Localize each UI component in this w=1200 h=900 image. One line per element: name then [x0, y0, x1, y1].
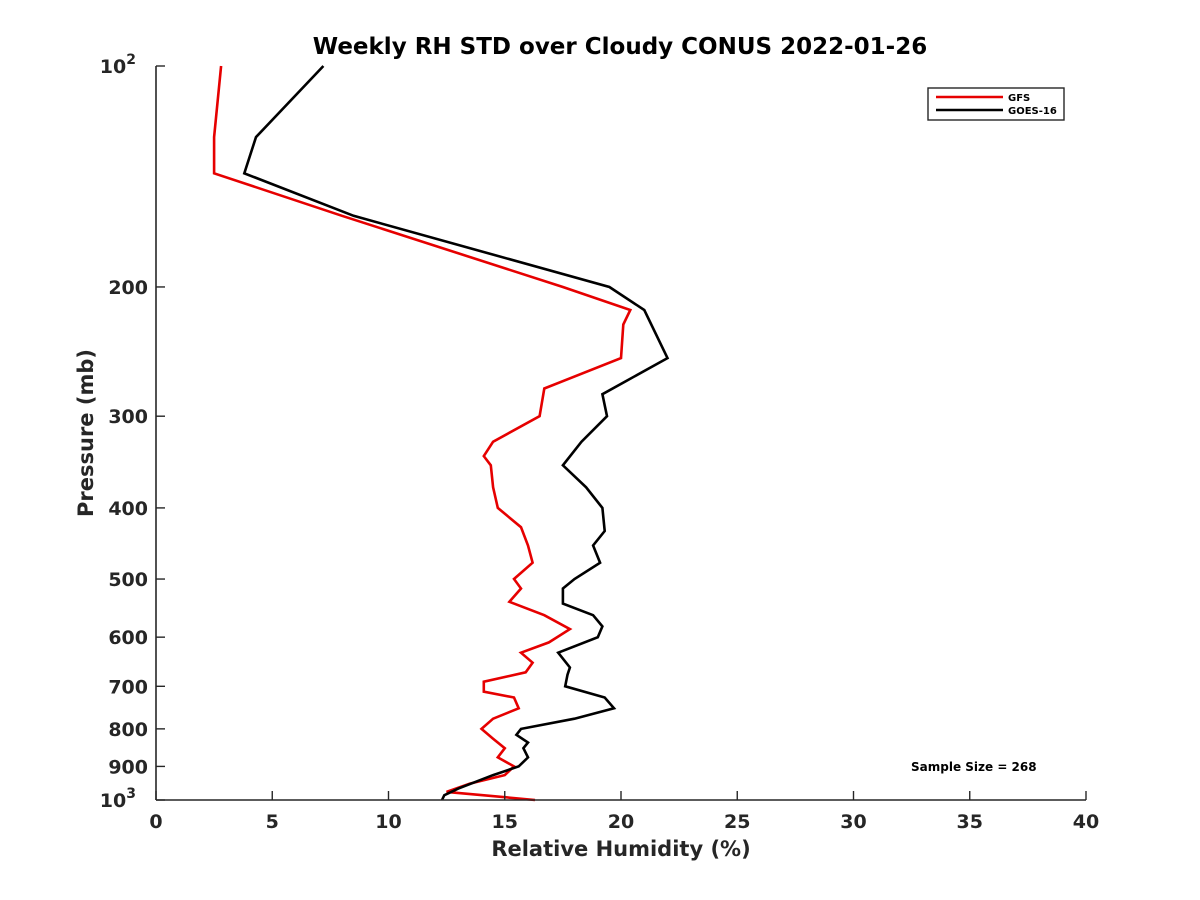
x-tick-label: 25 [724, 811, 750, 833]
chart-title: Weekly RH STD over Cloudy CONUS 2022-01-… [313, 34, 927, 60]
y-tick-label: 400 [108, 498, 148, 520]
y-tick-label: 800 [108, 719, 148, 741]
x-tick-label: 5 [266, 811, 279, 833]
y-tick-label: 500 [108, 569, 148, 591]
x-tick-label: 40 [1073, 811, 1099, 833]
x-tick-label: 10 [375, 811, 401, 833]
y-tick-label: 200 [108, 277, 148, 299]
y-tick-label: 300 [108, 406, 148, 428]
y-tick-label: 103 [100, 786, 136, 812]
series-line-gfs [212, 65, 633, 802]
legend-label-goes16: GOES-16 [1008, 106, 1057, 117]
x-tick-label: 0 [149, 811, 162, 833]
x-tick-label: 20 [608, 811, 634, 833]
series-line-goes16 [242, 65, 670, 801]
y-axis-title: Pressure (mb) [74, 349, 98, 517]
y-tick-label: 600 [108, 627, 148, 649]
x-tick-label: 15 [492, 811, 518, 833]
series-layer [212, 65, 670, 802]
y-tick-label-exponent: 2 [126, 52, 136, 68]
x-tick-label: 30 [840, 811, 866, 833]
y-tick-label-base: 10 [100, 56, 126, 78]
y-tick-label: 700 [108, 676, 148, 698]
y-tick-label: 102 [100, 52, 136, 78]
y-tick-label-base: 10 [100, 790, 126, 812]
legend-box [927, 87, 1065, 121]
sample-size-annotation: Sample Size = 268 [911, 760, 1037, 774]
legend: GFS GOES-16 [927, 87, 1065, 121]
x-ticks: 0 5 10 15 20 25 30 35 40 [149, 791, 1099, 833]
y-tick-label: 900 [108, 756, 148, 778]
legend-label-gfs: GFS [1008, 93, 1030, 104]
x-axis-title: Relative Humidity (%) [491, 837, 750, 861]
x-tick-label: 35 [957, 811, 983, 833]
y-tick-label-exponent: 3 [126, 786, 136, 802]
